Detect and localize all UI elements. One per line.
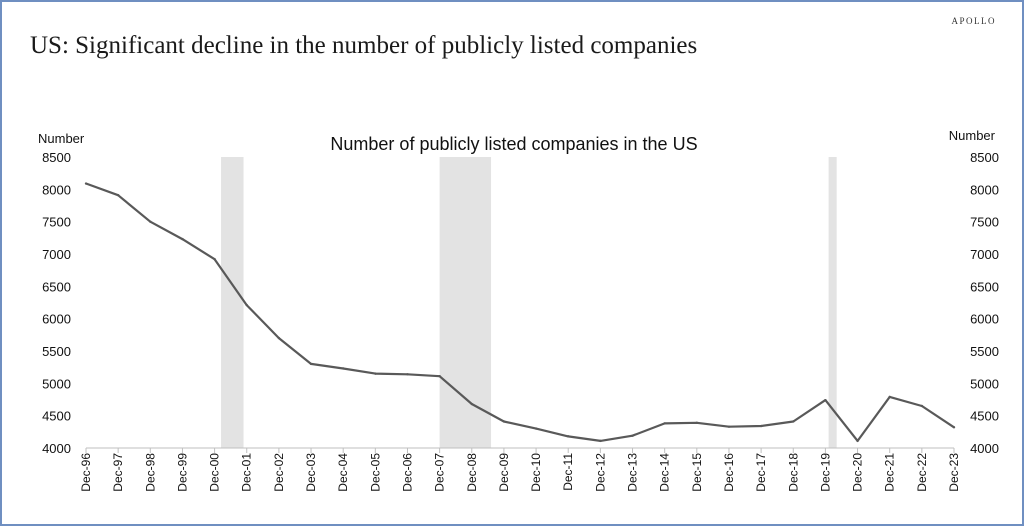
data-points <box>84 182 956 443</box>
recession-band-1 <box>221 157 244 448</box>
data-point <box>181 237 184 241</box>
x-tick-label: Dec-14 <box>658 453 672 492</box>
data-point <box>824 398 827 402</box>
y-axis-label-right: Number <box>949 128 996 143</box>
series-line <box>85 182 955 442</box>
data-point <box>920 404 924 408</box>
x-tick-label: Dec-99 <box>175 453 189 492</box>
chart-title: Number of publicly listed companies in t… <box>330 134 697 154</box>
x-tick-label: Dec-02 <box>272 453 286 492</box>
data-point <box>599 439 602 443</box>
recession-bands <box>221 157 837 448</box>
data-point <box>663 422 666 425</box>
data-point <box>438 375 441 378</box>
y-tick-label-left: 4000 <box>42 441 71 456</box>
slide-title: US: Significant decline in the number of… <box>30 32 698 59</box>
data-point <box>759 424 763 428</box>
data-point <box>277 336 281 340</box>
y-tick-label-right: 8000 <box>970 182 999 197</box>
y-tick-label-left: 7500 <box>42 215 71 230</box>
x-tick-label: Dec-22 <box>915 453 929 492</box>
x-tick-label: Dec-00 <box>208 453 222 492</box>
x-axis-tick-labels: Dec-96 Dec-97 Dec-98 Dec-99 Dec-00 Dec-01 Dec-… <box>79 453 961 492</box>
x-tick-label: Dec-15 <box>690 453 704 492</box>
x-tick-label: Dec-23 <box>947 453 961 492</box>
data-point <box>374 372 377 375</box>
x-tick-label: Dec-98 <box>143 453 157 492</box>
data-point <box>116 193 120 197</box>
x-tick-label: Dec-18 <box>786 453 800 492</box>
y-tick-label-left: 4500 <box>42 409 71 424</box>
data-point <box>534 427 538 430</box>
y-tick-label-right: 5500 <box>970 344 999 359</box>
x-tick-label: Dec-09 <box>497 453 511 492</box>
data-point <box>631 434 634 437</box>
x-tick-label: Dec-06 <box>400 453 414 492</box>
data-point <box>309 362 313 366</box>
y-tick-label-left: 8500 <box>42 150 71 165</box>
y-axis-label-left: Number <box>38 131 85 146</box>
data-point <box>470 402 473 406</box>
x-tick-label: Dec-08 <box>465 453 479 492</box>
data-point <box>149 220 152 223</box>
x-tick-label: Dec-16 <box>722 453 736 492</box>
data-point <box>567 435 570 438</box>
data-point <box>952 426 956 429</box>
data-point <box>695 421 699 424</box>
y-axis-left-ticks: 4000 4500 5000 5500 6000 6500 7000 7500 8000 8500 <box>42 150 71 456</box>
x-tick-label: Dec-96 <box>79 453 93 492</box>
x-tick-label: Dec-20 <box>851 453 865 492</box>
y-tick-label-right: 4500 <box>970 409 999 424</box>
y-tick-label-right: 4000 <box>970 441 999 456</box>
x-tick-label: Dec-01 <box>240 453 254 492</box>
data-point <box>502 420 506 423</box>
y-tick-label-left: 6500 <box>42 279 71 294</box>
recession-band-3 <box>828 157 837 448</box>
y-tick-label-right: 6000 <box>970 312 999 327</box>
y-tick-label-right: 8500 <box>970 150 999 165</box>
recession-band-2 <box>439 157 492 448</box>
y-tick-label-left: 5500 <box>42 344 71 359</box>
y-tick-label-left: 7000 <box>42 247 71 262</box>
data-point <box>341 367 345 370</box>
data-point <box>856 439 859 443</box>
x-tick-label: Dec-97 <box>111 453 125 492</box>
x-tick-label: Dec-03 <box>304 453 318 492</box>
x-tick-label: Dec-10 <box>529 453 543 492</box>
x-tick-label: Dec-11 <box>561 453 575 491</box>
brand-logo: APOLLO <box>951 16 996 26</box>
y-tick-label-left: 8000 <box>42 182 71 197</box>
x-axis-ticks <box>85 448 955 453</box>
x-tick-label: Dec-13 <box>626 453 640 492</box>
y-tick-label-right: 5000 <box>970 376 999 391</box>
data-point <box>792 420 795 423</box>
data-point <box>406 373 409 376</box>
x-tick-label: Dec-19 <box>818 453 832 492</box>
data-point <box>84 182 88 185</box>
data-point <box>888 395 891 399</box>
data-point <box>245 303 248 307</box>
x-tick-label: Dec-05 <box>368 453 382 492</box>
y-tick-label-right: 7000 <box>970 247 999 262</box>
y-tick-label-left: 5000 <box>42 376 71 391</box>
y-tick-label-left: 6000 <box>42 312 71 327</box>
y-tick-label-right: 7500 <box>970 215 999 230</box>
x-tick-label: Dec-07 <box>433 453 447 492</box>
x-tick-label: Dec-21 <box>883 453 897 492</box>
y-axis-right-ticks: 4000 4500 5000 5500 6000 6500 7000 7500 8000 8500 <box>970 150 999 456</box>
x-tick-label: Dec-12 <box>593 453 607 492</box>
x-tick-label: Dec-04 <box>336 453 350 492</box>
y-tick-label-right: 6500 <box>970 279 999 294</box>
data-point <box>213 257 216 261</box>
x-tick-label: Dec-17 <box>754 453 768 492</box>
data-point <box>727 425 731 428</box>
